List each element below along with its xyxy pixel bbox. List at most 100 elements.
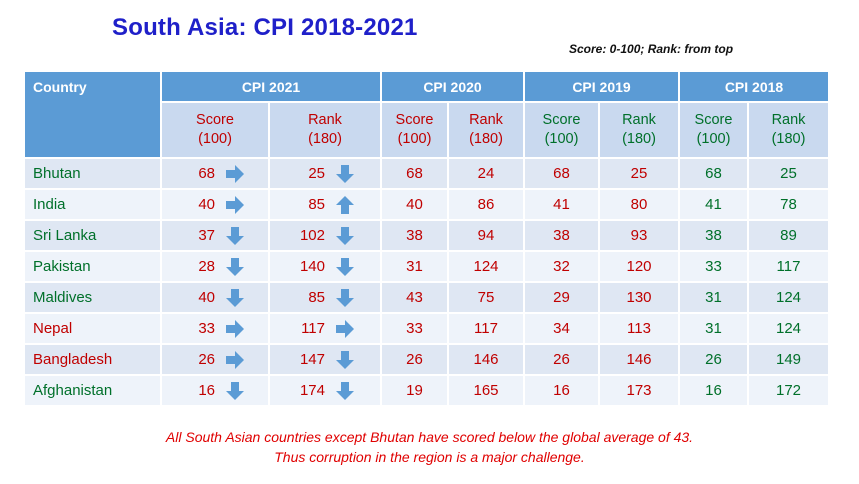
header-row-groups: Country CPI 2021 CPI 2020 CPI 2019 CPI 2… [23, 70, 830, 159]
table-row: Afghanistan 16 174 19 165 16 173 16 172 [23, 374, 830, 407]
table-body: Bhutan 68 25 68 24 68 25 68 25 India 40 85 40 86 41 80 4… [23, 157, 830, 407]
country-name: Maldives [23, 281, 162, 314]
score-2021: 26 [160, 343, 270, 376]
rank-2018: 25 [747, 157, 830, 190]
score-2021: 28 [160, 250, 270, 283]
score-2019: 68 [523, 157, 600, 190]
score-2019: 38 [523, 219, 600, 252]
score-2019: 16 [523, 374, 600, 407]
rank-2021: 25 [268, 157, 382, 190]
arrow-right-icon [225, 350, 245, 370]
score-2021: 37 [160, 219, 270, 252]
score-2019: 41 [523, 188, 600, 221]
header-cpi-2021: CPI 2021 [160, 70, 382, 103]
header-cpi-2018: CPI 2018 [678, 70, 830, 103]
header-rank-2021: Rank (180) [268, 101, 382, 159]
score-2020: 68 [380, 157, 449, 190]
arrow-down-icon [335, 288, 355, 308]
header-score-2021: Score (100) [160, 101, 270, 159]
rank-2019: 80 [598, 188, 680, 221]
country-name: Afghanistan [23, 374, 162, 407]
footer-line-1: All South Asian countries except Bhutan … [165, 429, 694, 445]
arrow-down-icon [225, 381, 245, 401]
rank-2018: 89 [747, 219, 830, 252]
rank-2021: 85 [268, 281, 382, 314]
rank-2018: 172 [747, 374, 830, 407]
table-row: Bhutan 68 25 68 24 68 25 68 25 [23, 157, 830, 190]
arrow-down-icon [225, 288, 245, 308]
rank-2020: 117 [447, 312, 525, 345]
arrow-right-icon [225, 164, 245, 184]
score-2019: 32 [523, 250, 600, 283]
score-2018: 33 [678, 250, 749, 283]
header-score-2020: Score (100) [380, 101, 449, 159]
rank-2019: 25 [598, 157, 680, 190]
table-row: Sri Lanka 37 102 38 94 38 93 38 89 [23, 219, 830, 252]
arrow-down-icon [335, 257, 355, 277]
score-2018: 26 [678, 343, 749, 376]
score-2020: 40 [380, 188, 449, 221]
arrow-down-icon [335, 226, 355, 246]
rank-2021: 117 [268, 312, 382, 345]
arrow-down-icon [225, 226, 245, 246]
score-2018: 16 [678, 374, 749, 407]
rank-2020: 24 [447, 157, 525, 190]
header-score-2018: Score (100) [678, 101, 749, 159]
header-cpi-2019: CPI 2019 [523, 70, 680, 103]
table-row: Bangladesh 26 147 26 146 26 146 26 149 [23, 343, 830, 376]
rank-2020: 94 [447, 219, 525, 252]
score-2019: 34 [523, 312, 600, 345]
rank-2020: 86 [447, 188, 525, 221]
rank-2019: 93 [598, 219, 680, 252]
rank-2019: 130 [598, 281, 680, 314]
header-country: Country [23, 70, 162, 159]
country-name: Nepal [23, 312, 162, 345]
header-cpi-2020: CPI 2020 [380, 70, 525, 103]
rank-2021: 147 [268, 343, 382, 376]
scale-note: Score: 0-100; Rank: from top [569, 42, 734, 56]
header-rank-2018: Rank (180) [747, 101, 830, 159]
rank-2018: 124 [747, 281, 830, 314]
score-2021: 16 [160, 374, 270, 407]
rank-2018: 117 [747, 250, 830, 283]
table-row: India 40 85 40 86 41 80 41 78 [23, 188, 830, 221]
header-rank-2020: Rank (180) [447, 101, 525, 159]
score-2018: 31 [678, 281, 749, 314]
country-name: India [23, 188, 162, 221]
score-2018: 68 [678, 157, 749, 190]
score-2021: 40 [160, 188, 270, 221]
arrow-down-icon [335, 381, 355, 401]
rank-2019: 173 [598, 374, 680, 407]
arrow-down-icon [225, 257, 245, 277]
country-name: Bangladesh [23, 343, 162, 376]
footer-line-2: Thus corruption in the region is a major… [274, 449, 585, 465]
rank-2020: 146 [447, 343, 525, 376]
cpi-table: Country CPI 2021 CPI 2020 CPI 2019 CPI 2… [23, 70, 830, 407]
score-2021: 40 [160, 281, 270, 314]
arrow-right-icon [225, 319, 245, 339]
rank-2019: 113 [598, 312, 680, 345]
rank-2021: 140 [268, 250, 382, 283]
rank-2020: 165 [447, 374, 525, 407]
arrow-up-icon [335, 195, 355, 215]
rank-2021: 174 [268, 374, 382, 407]
rank-2021: 85 [268, 188, 382, 221]
rank-2021: 102 [268, 219, 382, 252]
score-2019: 26 [523, 343, 600, 376]
table-row: Nepal 33 117 33 117 34 113 31 124 [23, 312, 830, 345]
score-2019: 29 [523, 281, 600, 314]
arrow-down-icon [335, 350, 355, 370]
country-name: Sri Lanka [23, 219, 162, 252]
header-rank-2019: Rank (180) [598, 101, 680, 159]
rank-2020: 124 [447, 250, 525, 283]
score-2018: 41 [678, 188, 749, 221]
rank-2019: 120 [598, 250, 680, 283]
arrow-right-icon [225, 195, 245, 215]
table-row: Pakistan 28 140 31 124 32 120 33 117 [23, 250, 830, 283]
country-name: Pakistan [23, 250, 162, 283]
score-2020: 33 [380, 312, 449, 345]
rank-2019: 146 [598, 343, 680, 376]
footer-note: All South Asian countries except Bhutan … [0, 427, 859, 467]
score-2020: 26 [380, 343, 449, 376]
page-title: South Asia: CPI 2018-2021 [112, 14, 418, 41]
